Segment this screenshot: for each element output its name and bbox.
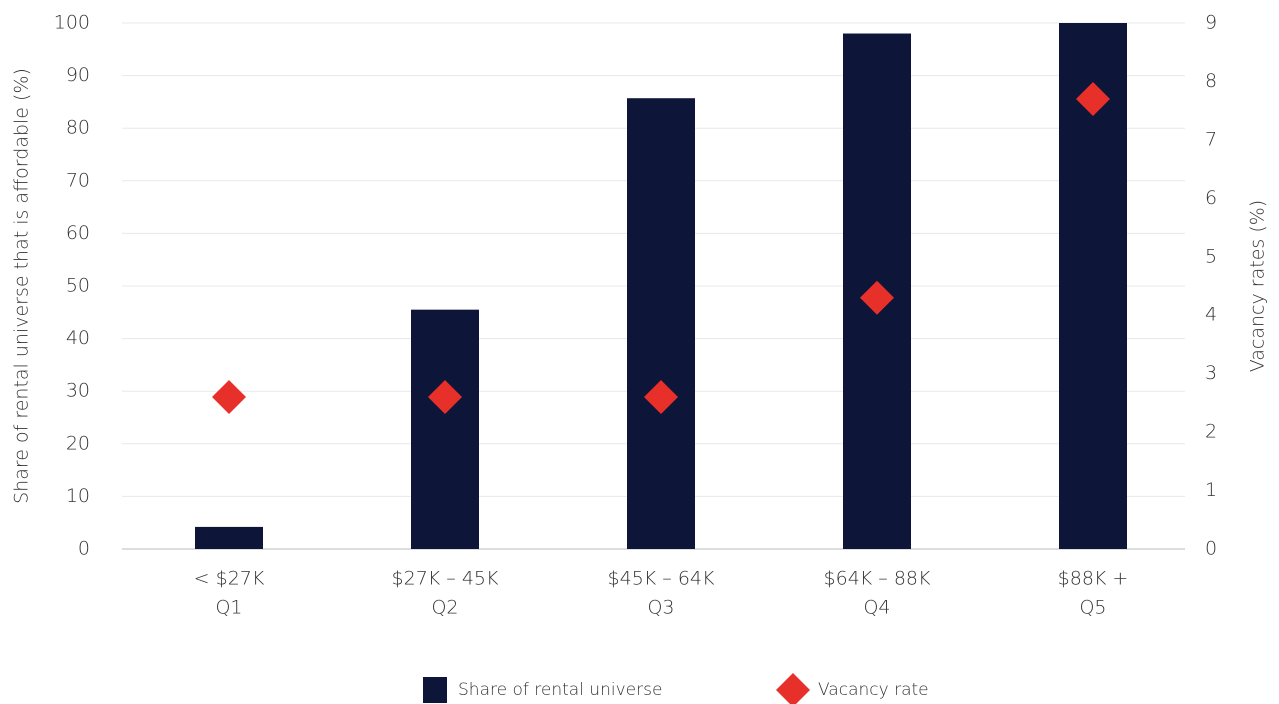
vacancy-marker — [212, 380, 246, 415]
vacancy-marker — [860, 280, 894, 315]
x-tick-label: Q4 — [863, 597, 890, 619]
vacancy-marker — [428, 380, 462, 415]
y-tick-label: 80 — [66, 117, 90, 139]
y-tick-label: 40 — [66, 327, 90, 349]
vacancy-marker — [1076, 81, 1110, 116]
x-tick-label: $88K + — [1058, 568, 1129, 590]
x-tick-label: < $27K — [194, 568, 265, 590]
y2-tick-label: 4 — [1205, 304, 1217, 326]
y-axis-label: Share of rental universe that is afforda… — [11, 68, 33, 504]
y2-tick-label: 3 — [1205, 362, 1217, 384]
y-tick-label: 30 — [66, 380, 90, 402]
x-tick-label: $27K – 45K — [392, 568, 499, 590]
y-tick-label: 90 — [66, 64, 90, 86]
y2-tick-label: 6 — [1205, 187, 1217, 209]
x-tick-label: $64K – 88K — [824, 568, 931, 590]
legend-swatch — [776, 673, 810, 704]
x-tick-label: $45K – 64K — [608, 568, 715, 590]
x-tick-label: Q2 — [431, 597, 458, 619]
y-tick-label: 50 — [66, 275, 90, 297]
y2-tick-label: 7 — [1205, 128, 1217, 150]
y-tick-label: 0 — [78, 538, 90, 560]
y-tick-label: 60 — [66, 222, 90, 244]
y-tick-label: 10 — [66, 485, 90, 507]
x-tick-label: Q3 — [647, 597, 674, 619]
y-tick-label: 70 — [66, 169, 90, 191]
y2-tick-label: 8 — [1205, 70, 1217, 92]
bar — [195, 526, 263, 549]
legend-label: Vacancy rate — [818, 680, 929, 700]
y2-tick-label: 2 — [1205, 421, 1217, 443]
y-tick-label: 20 — [66, 432, 90, 454]
bar — [411, 309, 479, 549]
legend-label: Share of rental universe — [458, 680, 662, 700]
y2-tick-label: 1 — [1205, 479, 1217, 501]
x-tick-label: Q5 — [1079, 597, 1106, 619]
y-tick-label: 100 — [54, 12, 90, 34]
y2-axis-label: Vacancy rates (%) — [1247, 200, 1269, 372]
vacancy-marker — [644, 380, 678, 415]
legend-swatch — [423, 677, 447, 703]
x-tick-label: Q1 — [215, 597, 242, 619]
y2-tick-label: 5 — [1205, 245, 1217, 267]
y2-tick-label: 0 — [1205, 538, 1217, 560]
bar — [627, 98, 695, 549]
y2-tick-label: 9 — [1205, 12, 1217, 34]
